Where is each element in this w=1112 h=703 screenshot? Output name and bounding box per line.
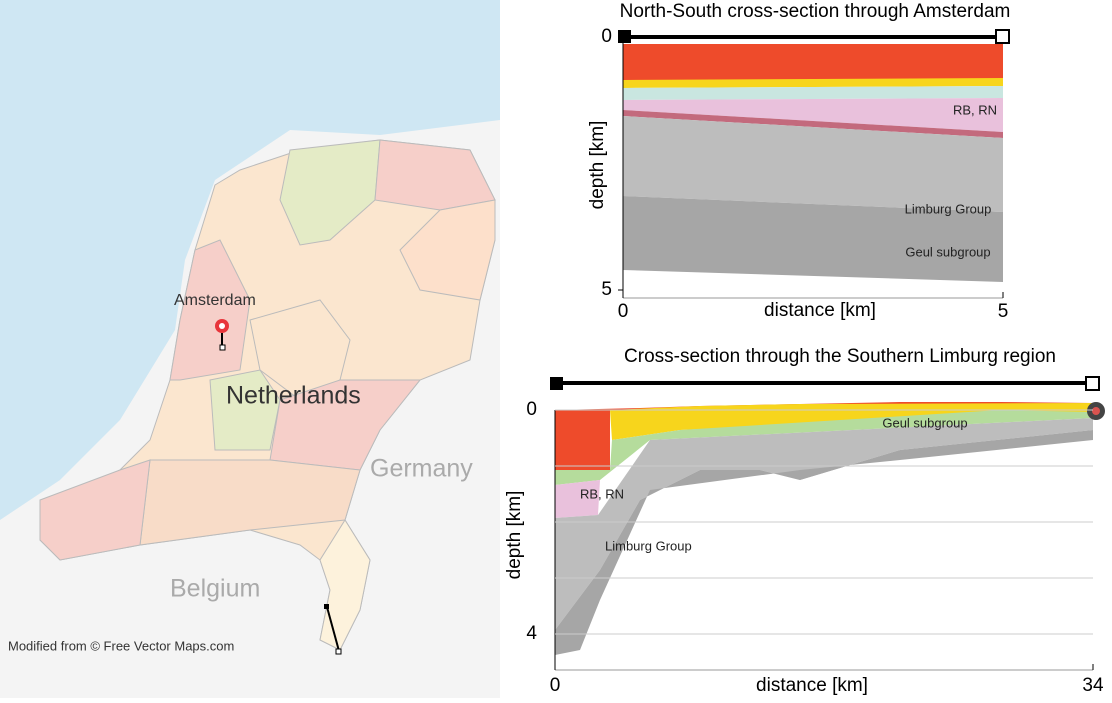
end-marker-dot [1092,407,1100,415]
x-tick-label: 5 [998,301,1009,322]
layer [623,116,1003,212]
layer [623,196,1003,282]
neighbor-label: Belgium [170,575,260,603]
chart-title: North-South cross-section through Amster… [620,1,1011,22]
layer-label: RB, RN [580,486,624,501]
x-tick-label: 0 [618,301,629,322]
y-axis-label: depth [km] [587,121,608,210]
province-zeeland [39,459,151,561]
y-tick-label: 0 [526,399,537,420]
province-drenthe [399,199,496,301]
layer [623,110,1003,138]
section-layers [550,376,1105,655]
credit: Modified from © Free Vector Maps.com [8,638,234,653]
layer [555,410,610,470]
province-noord-holland [169,239,251,381]
sea [0,0,500,520]
section-end [995,29,1010,44]
x-tick-label: 34 [1082,675,1104,696]
city-label: Amsterdam [174,292,256,309]
layer-label: Geul subgroup [905,244,990,259]
layer [555,418,1093,630]
layer [623,78,1003,88]
province-utrecht [209,369,281,451]
chart-title: Cross-section through the Southern Limbu… [624,346,1056,367]
section-start [618,30,631,43]
layer-label: RB, RN [953,102,997,117]
x-tick-label: 0 [550,675,561,696]
pin-dot [219,323,225,329]
layer-label: Limburg Group [605,538,692,553]
layer [623,86,1003,100]
section-end [335,648,342,655]
section-layers [618,29,1010,282]
layer-label: Limburg Group [905,201,992,216]
map: Amsterdam Netherlands Germany Belgium Mo… [0,0,500,698]
pin-point [219,344,226,351]
y-tick-label: 4 [526,623,537,644]
layer [623,44,1003,80]
y-tick-label: 0 [601,26,612,47]
layer [623,98,1003,132]
section-line [326,606,340,652]
y-axis-label: depth [km] [504,491,525,580]
y-tick-label: 5 [601,279,612,300]
country-label: Netherlands [226,382,361,410]
x-axis-label: distance [km] [756,675,868,696]
x-axis-label: distance [km] [764,300,876,321]
layer [555,410,1093,485]
section-start [550,377,563,390]
section-end [1085,376,1100,391]
layer-label: Geul subgroup [882,415,967,430]
province-limburg [319,519,371,651]
neighbor-label: Germany [370,455,473,483]
layer [555,480,600,518]
section-start [324,604,329,609]
